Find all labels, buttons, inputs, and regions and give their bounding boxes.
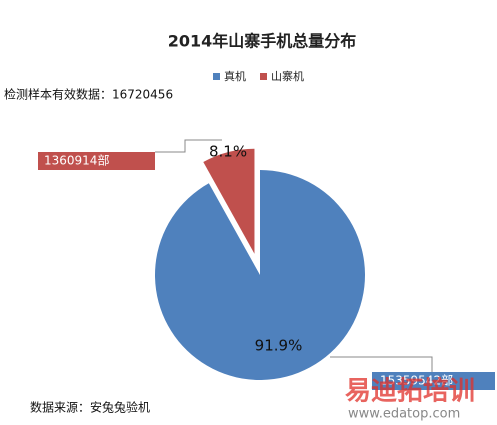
data-label: 8.1%	[209, 143, 247, 161]
watermark-title: 易迪拓培训	[345, 377, 475, 407]
watermark-url: www.edatop.com	[348, 407, 460, 422]
leader-line	[330, 356, 433, 372]
legend-label: 山寨机	[271, 69, 304, 83]
leader-line	[155, 139, 222, 153]
source-note: 数据来源：安兔兔验机	[30, 400, 150, 415]
pie-slice	[155, 170, 365, 380]
callout-box	[38, 152, 155, 170]
callout-label: 15359542部	[380, 373, 453, 388]
callout-label: 1360914部	[44, 153, 109, 168]
callout-box	[372, 372, 495, 390]
chart-title: 2014年山寨手机总量分布	[168, 32, 357, 51]
data-label: 91.9%	[255, 337, 303, 355]
sample-note: 检测样本有效数据：16720456	[4, 87, 173, 102]
legend-label: 真机	[224, 69, 246, 83]
pie-slice	[203, 148, 255, 254]
legend-swatch	[260, 73, 267, 80]
legend-swatch	[213, 73, 220, 80]
